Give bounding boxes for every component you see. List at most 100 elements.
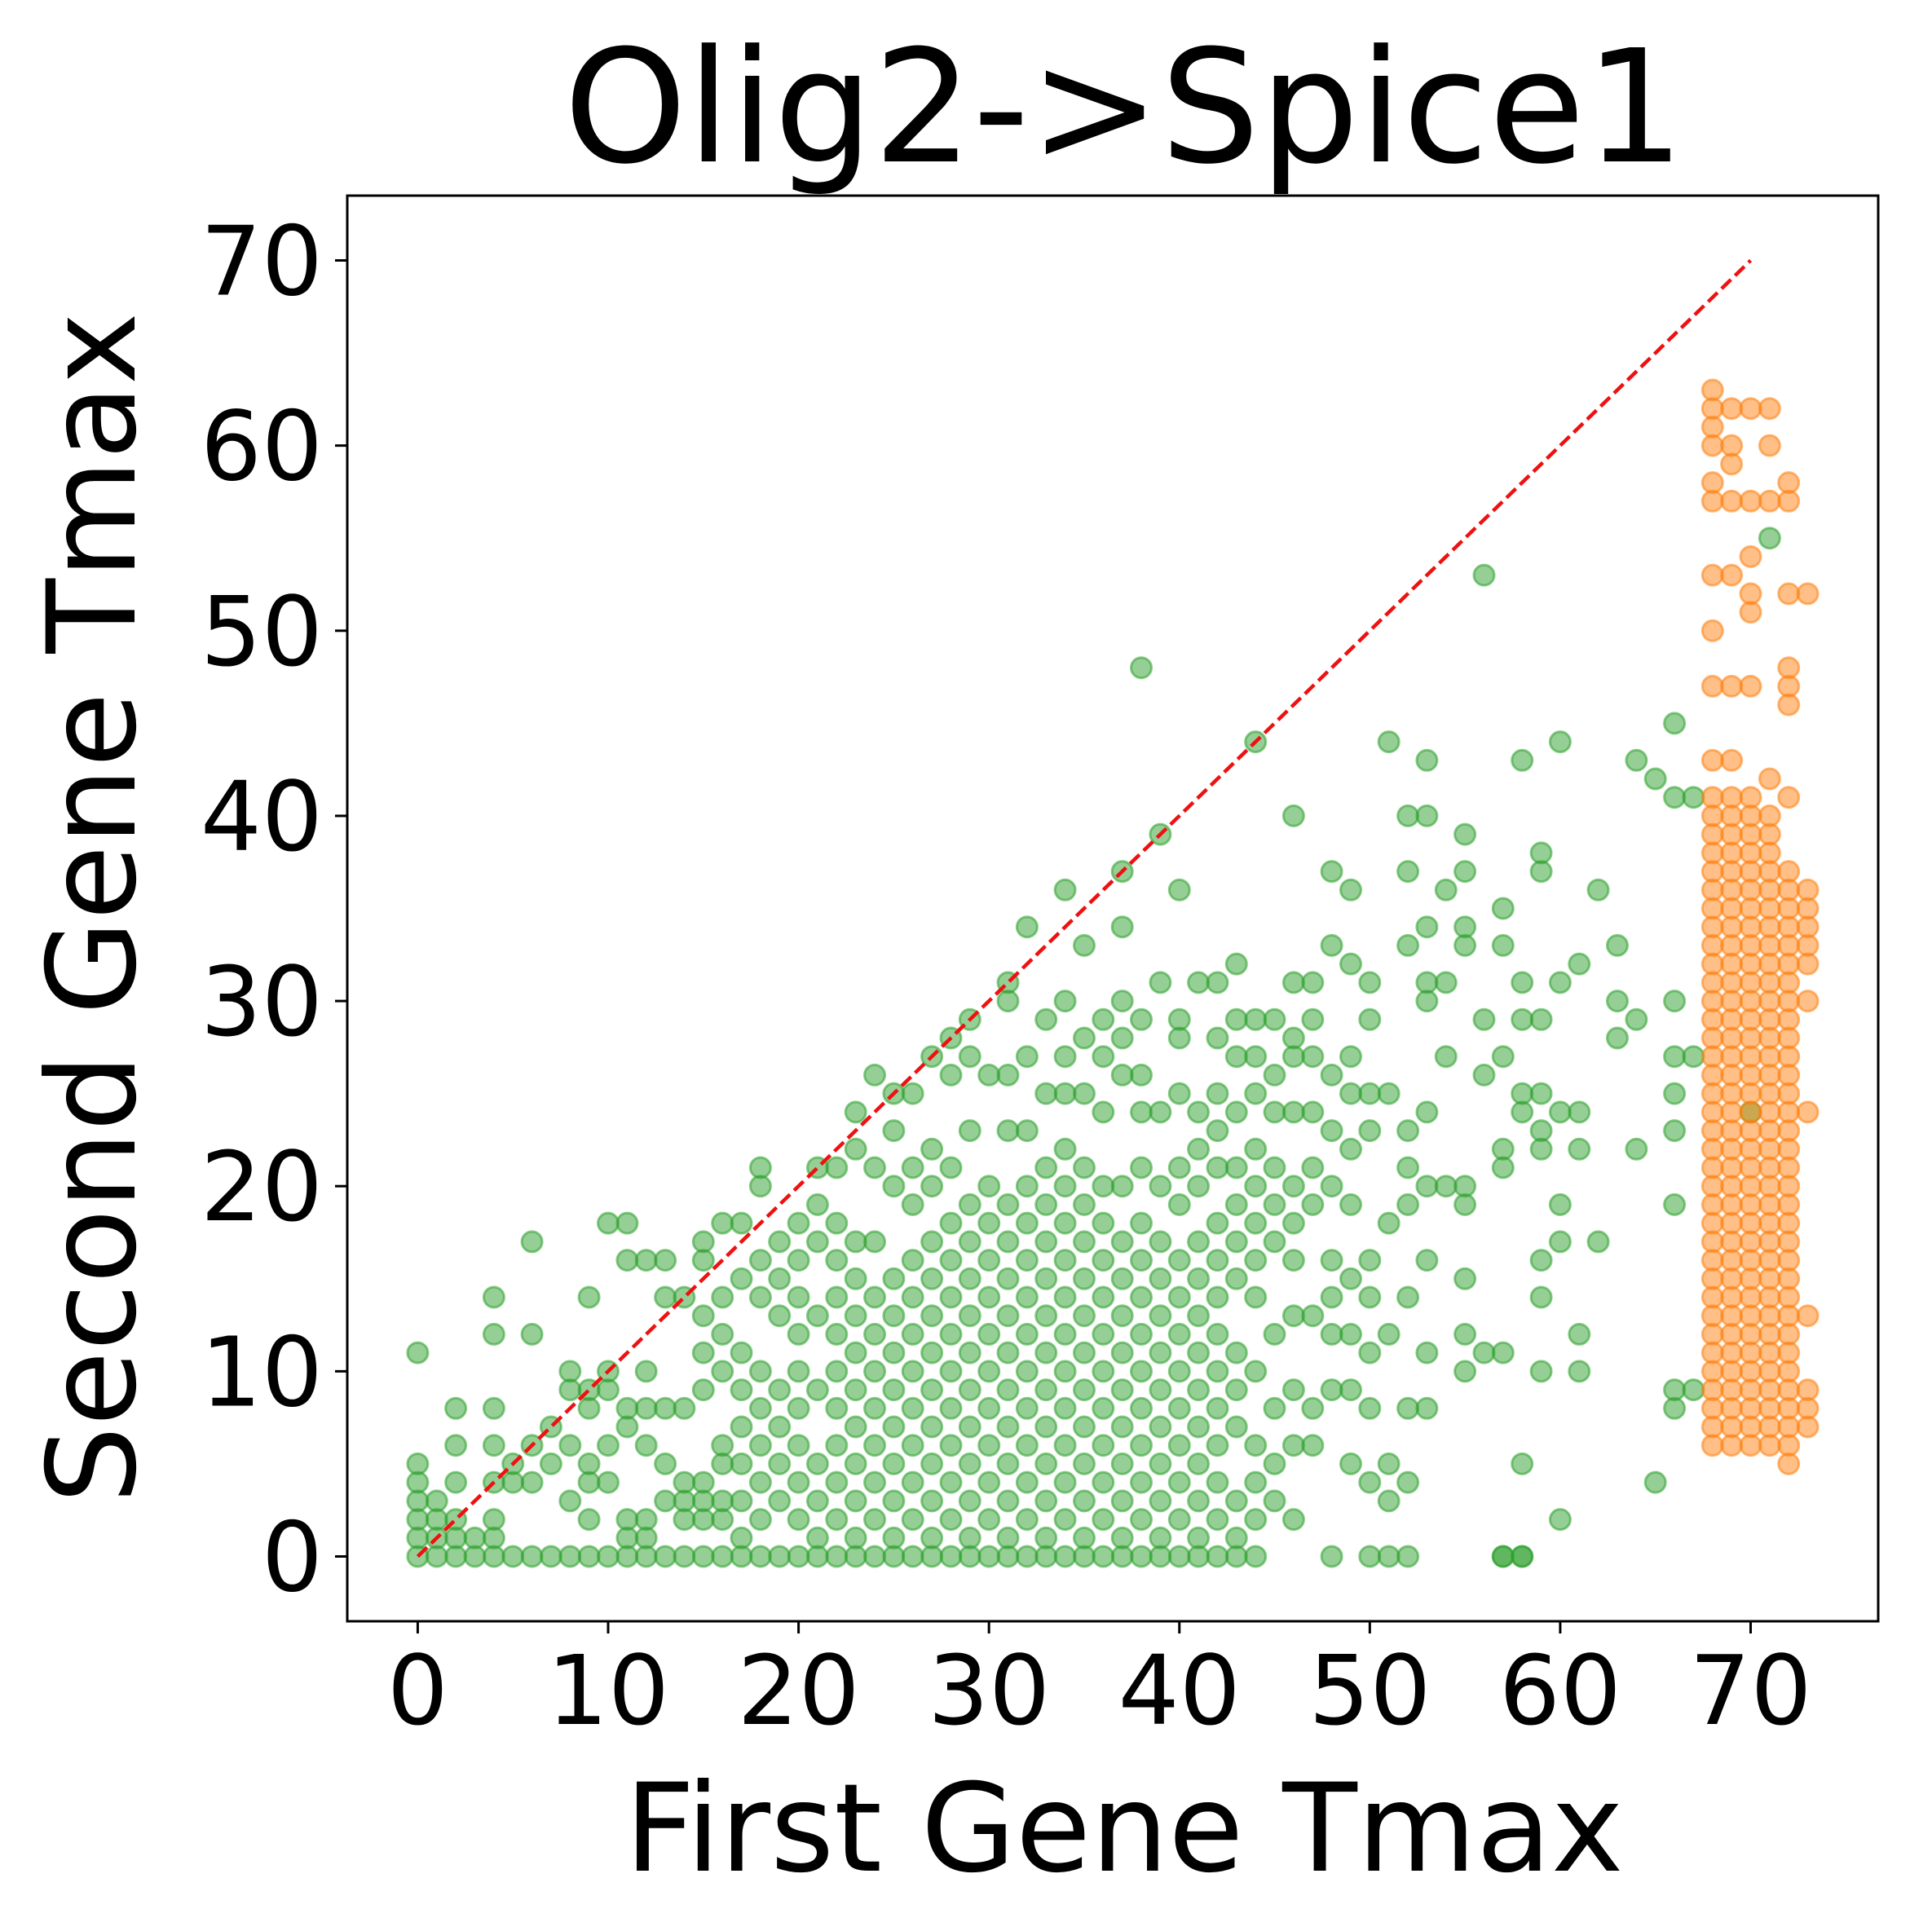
x-tick-label-2: 20 bbox=[738, 1634, 860, 1747]
data-point-s0-337 bbox=[1073, 1304, 1096, 1328]
data-point-s0-614 bbox=[1663, 1193, 1687, 1216]
data-point-s0-127 bbox=[711, 1489, 734, 1513]
data-point-s0-265 bbox=[977, 1508, 1001, 1532]
data-point-s0-553 bbox=[1434, 971, 1458, 994]
data-point-s0-81 bbox=[558, 1489, 582, 1513]
data-point-s0-520 bbox=[1358, 1285, 1382, 1309]
data-point-s0-331 bbox=[1073, 1526, 1096, 1550]
data-point-s0-577 bbox=[1511, 1100, 1534, 1124]
data-point-s0-354 bbox=[1092, 1175, 1115, 1198]
data-point-s0-535 bbox=[1396, 1193, 1420, 1216]
data-point-s0-333 bbox=[1073, 1452, 1096, 1475]
data-point-s0-267 bbox=[977, 1434, 1001, 1457]
data-point-s0-173 bbox=[805, 1193, 829, 1216]
data-point-s0-544 bbox=[1415, 1175, 1439, 1198]
data-point-s0-525 bbox=[1358, 971, 1382, 994]
y-tick-label-5: 50 bbox=[201, 575, 323, 688]
data-point-s0-531 bbox=[1377, 730, 1400, 754]
data-point-s0-327 bbox=[1053, 1082, 1077, 1105]
data-point-s1-114 bbox=[1739, 971, 1762, 994]
data-point-s0-318 bbox=[1053, 1434, 1077, 1457]
data-point-s1-220 bbox=[1796, 878, 1820, 902]
data-point-s0-326 bbox=[1053, 1137, 1077, 1161]
data-point-s0-28 bbox=[939, 1545, 963, 1568]
data-point-s0-67 bbox=[482, 1508, 505, 1532]
data-point-s0-571 bbox=[1491, 1137, 1515, 1161]
data-point-s0-350 bbox=[1092, 1322, 1115, 1346]
data-point-s0-425 bbox=[1187, 1100, 1211, 1124]
data-point-s0-131 bbox=[711, 1322, 734, 1346]
data-point-s0-402 bbox=[1167, 1434, 1191, 1457]
data-point-s0-330 bbox=[1053, 878, 1077, 902]
data-point-s0-501 bbox=[1320, 1249, 1343, 1272]
data-point-s0-599 bbox=[1568, 1137, 1591, 1161]
data-point-s0-424 bbox=[1187, 1137, 1211, 1161]
data-point-s0-325 bbox=[1053, 1175, 1077, 1198]
data-point-s0-435 bbox=[1206, 1211, 1229, 1235]
data-point-s0-586 bbox=[1529, 1119, 1553, 1143]
data-point-s0-606 bbox=[1606, 933, 1629, 957]
data-point-s0-384 bbox=[1130, 1063, 1153, 1087]
data-point-s0-312 bbox=[1034, 1193, 1058, 1216]
data-point-s0-147 bbox=[748, 1285, 772, 1309]
data-point-s0-237 bbox=[920, 1175, 944, 1198]
data-point-s0-559 bbox=[1453, 1175, 1477, 1198]
data-point-s0-218 bbox=[901, 1470, 924, 1494]
data-point-s0-136 bbox=[730, 1452, 753, 1475]
data-point-s0-209 bbox=[882, 1415, 906, 1439]
data-point-s0-256 bbox=[958, 1378, 981, 1402]
data-point-s0-260 bbox=[958, 1230, 981, 1254]
data-point-s0-236 bbox=[920, 1230, 944, 1254]
data-point-s1-38 bbox=[1700, 619, 1724, 642]
data-point-s0-369 bbox=[1110, 1026, 1134, 1050]
data-point-s0-72 bbox=[482, 1285, 505, 1309]
data-point-s0-62 bbox=[444, 1470, 468, 1494]
data-point-s1-142 bbox=[1758, 1230, 1781, 1254]
data-point-s0-504 bbox=[1320, 1063, 1343, 1087]
x-axis: 0 10 20 30 40 50 60 70 bbox=[387, 1621, 1812, 1747]
diagonal-reference-line bbox=[416, 258, 1753, 1558]
data-point-s0-214 bbox=[882, 1175, 906, 1198]
data-point-s0-472 bbox=[1263, 1193, 1286, 1216]
data-point-s0-91 bbox=[597, 1470, 620, 1494]
data-point-s0-231 bbox=[920, 1415, 944, 1439]
data-point-s0-579 bbox=[1511, 1007, 1534, 1031]
data-point-s0-233 bbox=[920, 1341, 944, 1364]
data-point-s0-297 bbox=[1015, 1249, 1039, 1272]
data-point-s0-393 bbox=[1149, 1304, 1172, 1328]
data-point-s0-172 bbox=[805, 1230, 829, 1254]
data-point-s0-442 bbox=[1224, 1489, 1248, 1513]
data-point-s1-45 bbox=[1700, 378, 1724, 402]
data-point-s0-199 bbox=[863, 1396, 886, 1420]
data-point-s0-351 bbox=[1092, 1285, 1115, 1309]
data-point-s0-481 bbox=[1281, 1249, 1305, 1272]
data-point-s0-178 bbox=[825, 1396, 849, 1420]
data-point-s0-308 bbox=[1034, 1341, 1058, 1364]
data-point-s0-390 bbox=[1149, 1415, 1172, 1439]
data-point-s0-130 bbox=[711, 1360, 734, 1383]
data-point-s0-521 bbox=[1358, 1249, 1382, 1272]
data-point-s1-37 bbox=[1700, 674, 1724, 698]
data-point-s0-622 bbox=[1682, 1045, 1705, 1069]
data-point-s0-282 bbox=[996, 1304, 1020, 1328]
data-point-s1-82 bbox=[1720, 748, 1744, 772]
data-point-s0-90 bbox=[577, 1285, 601, 1309]
data-point-s0-19 bbox=[768, 1545, 792, 1568]
data-point-s0-249 bbox=[939, 1156, 963, 1179]
data-point-s0-538 bbox=[1396, 933, 1420, 957]
data-point-s0-464 bbox=[1244, 1045, 1268, 1069]
data-point-s0-434 bbox=[1206, 1249, 1229, 1272]
data-point-s1-128 bbox=[1739, 544, 1762, 568]
data-point-s1-214 bbox=[1796, 1100, 1820, 1124]
data-point-s0-192 bbox=[844, 1267, 867, 1290]
data-point-s1-212 bbox=[1796, 1378, 1820, 1402]
data-point-s0-230 bbox=[920, 1452, 944, 1475]
data-point-s0-578 bbox=[1511, 1082, 1534, 1105]
data-point-s0-450 bbox=[1224, 1100, 1248, 1124]
data-point-s0-594 bbox=[1548, 1100, 1572, 1124]
data-point-s0-5 bbox=[501, 1545, 525, 1568]
data-point-s0-539 bbox=[1396, 860, 1420, 884]
data-point-s0-513 bbox=[1339, 1082, 1362, 1105]
data-point-s0-97 bbox=[615, 1508, 639, 1532]
data-point-s0-423 bbox=[1187, 1175, 1211, 1198]
